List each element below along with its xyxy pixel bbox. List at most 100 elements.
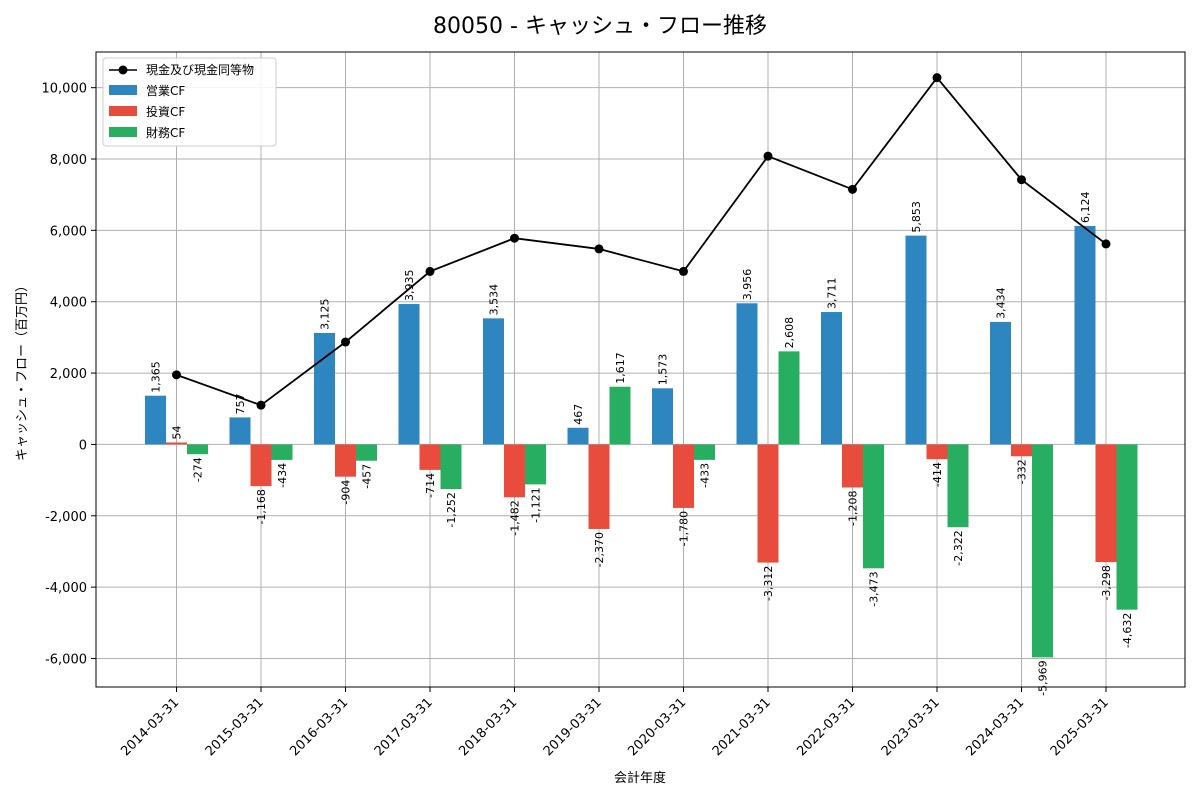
bar-value-label: 1,617 — [614, 352, 627, 384]
cash-point — [594, 244, 604, 254]
bar-value-label: -457 — [361, 464, 374, 489]
bar-value-label: -414 — [931, 462, 944, 487]
bar-value-label: -1,252 — [445, 492, 458, 527]
bar-value-label: 3,711 — [826, 278, 839, 310]
bar — [356, 444, 377, 461]
legend-label-operating: 営業CF — [146, 84, 185, 98]
cash-point — [679, 266, 688, 276]
bar-value-label: 3,534 — [488, 284, 501, 316]
bar — [525, 444, 546, 485]
bar-value-label: -434 — [276, 463, 289, 488]
bar-value-label: -4,632 — [1121, 613, 1134, 648]
bar — [990, 321, 1011, 445]
bar-value-label: 1,573 — [657, 354, 670, 386]
y-tick-label: 10,000 — [42, 82, 88, 97]
bar — [504, 444, 525, 498]
bar — [842, 444, 863, 488]
cash-point — [763, 151, 773, 161]
line-layer — [172, 73, 1111, 410]
cash-point — [172, 370, 181, 380]
cash-line — [176, 76, 1107, 407]
bar — [947, 444, 969, 528]
bar-value-label: 2,608 — [783, 317, 796, 349]
cash-point — [256, 400, 266, 410]
bar — [588, 444, 610, 529]
bar — [440, 444, 462, 490]
bar-value-label: -1,780 — [678, 511, 691, 546]
plot-frame — [95, 51, 1186, 688]
bar-value-label: 467 — [572, 404, 585, 425]
bar — [694, 444, 715, 460]
cash-point — [510, 233, 519, 243]
bar — [652, 388, 673, 445]
bar — [1095, 444, 1117, 563]
bar-value-label: -1,482 — [509, 500, 522, 535]
y-tick-label: 0 — [79, 438, 87, 453]
bar-value-label: 3,956 — [741, 269, 754, 301]
bar-value-label: -714 — [424, 473, 437, 498]
bar — [863, 444, 884, 569]
label-layer: 1,365 757 3,125 3,935 3,534 467 1,573 3,956 3,71… — [150, 191, 1135, 695]
bar — [1011, 444, 1032, 457]
cash-point — [932, 73, 942, 83]
bar — [250, 444, 272, 487]
bar-value-label: -1,121 — [530, 487, 543, 522]
legend-label-financing: 財務CF — [146, 125, 185, 140]
bar — [926, 444, 948, 460]
bar — [757, 444, 779, 563]
bar-value-label: 5,853 — [910, 201, 923, 233]
cash-point — [848, 184, 857, 194]
bar-value-label: 757 — [234, 393, 247, 414]
legend-swatch-investing — [109, 106, 137, 116]
bar-layer — [145, 225, 1138, 658]
bar — [419, 444, 441, 470]
bar-value-label: -3,298 — [1100, 565, 1113, 600]
bar — [821, 312, 842, 445]
bar — [567, 427, 589, 445]
bar-value-label: -2,370 — [593, 532, 606, 567]
y-tick-label: -2,000 — [45, 510, 87, 525]
y-tick-label: -6,000 — [45, 652, 87, 667]
legend-swatch-operating — [109, 85, 137, 95]
bar-value-label: -433 — [699, 463, 712, 488]
bar — [229, 417, 251, 445]
bar — [1116, 444, 1138, 610]
bar-value-label: 3,125 — [319, 298, 332, 330]
bar — [166, 442, 187, 445]
bar — [145, 395, 166, 445]
bar-value-label: 3,935 — [403, 270, 416, 302]
bar — [483, 318, 504, 445]
bar-value-label: -3,312 — [762, 566, 775, 601]
y-tick-label: -4,000 — [45, 581, 87, 596]
bar-value-label: 3,434 — [995, 287, 1008, 319]
bar-value-label: -2,322 — [952, 530, 965, 565]
cash-point — [425, 266, 435, 276]
bar — [187, 444, 208, 455]
y-axis-label: キャッシュ・フロー（百万円） — [15, 279, 30, 461]
bar-value-label: 54 — [171, 425, 184, 439]
bar — [905, 235, 927, 445]
cash-point — [1101, 239, 1111, 249]
bar-value-label: 1,365 — [150, 361, 163, 393]
bar — [398, 304, 420, 445]
y-tick-label: 8,000 — [50, 153, 87, 168]
legend-label-investing: 投資CF — [146, 104, 185, 119]
bar — [314, 332, 335, 445]
bar — [1032, 444, 1053, 658]
bar — [271, 444, 293, 460]
y-tick-label: 2,000 — [50, 367, 87, 382]
x-axis-label: 会計年度 — [614, 770, 666, 786]
legend-box — [102, 57, 277, 147]
bar — [778, 351, 800, 445]
legend-swatch-financing — [109, 127, 137, 137]
chart-title: 80050 - キャッシュ・フロー推移 — [433, 14, 767, 39]
cash-point — [1017, 175, 1026, 185]
bar — [609, 386, 631, 445]
bar-value-label: -274 — [192, 457, 205, 482]
bar-value-label: -1,168 — [255, 489, 268, 524]
legend: 現金及び現金同等物 営業CF 投資CF 財務CF — [102, 57, 277, 147]
bar-value-label: -5,969 — [1037, 660, 1050, 695]
y-tick-label: 6,000 — [50, 224, 87, 239]
bar-value-label: 6,124 — [1079, 191, 1092, 223]
bar — [1074, 225, 1096, 445]
